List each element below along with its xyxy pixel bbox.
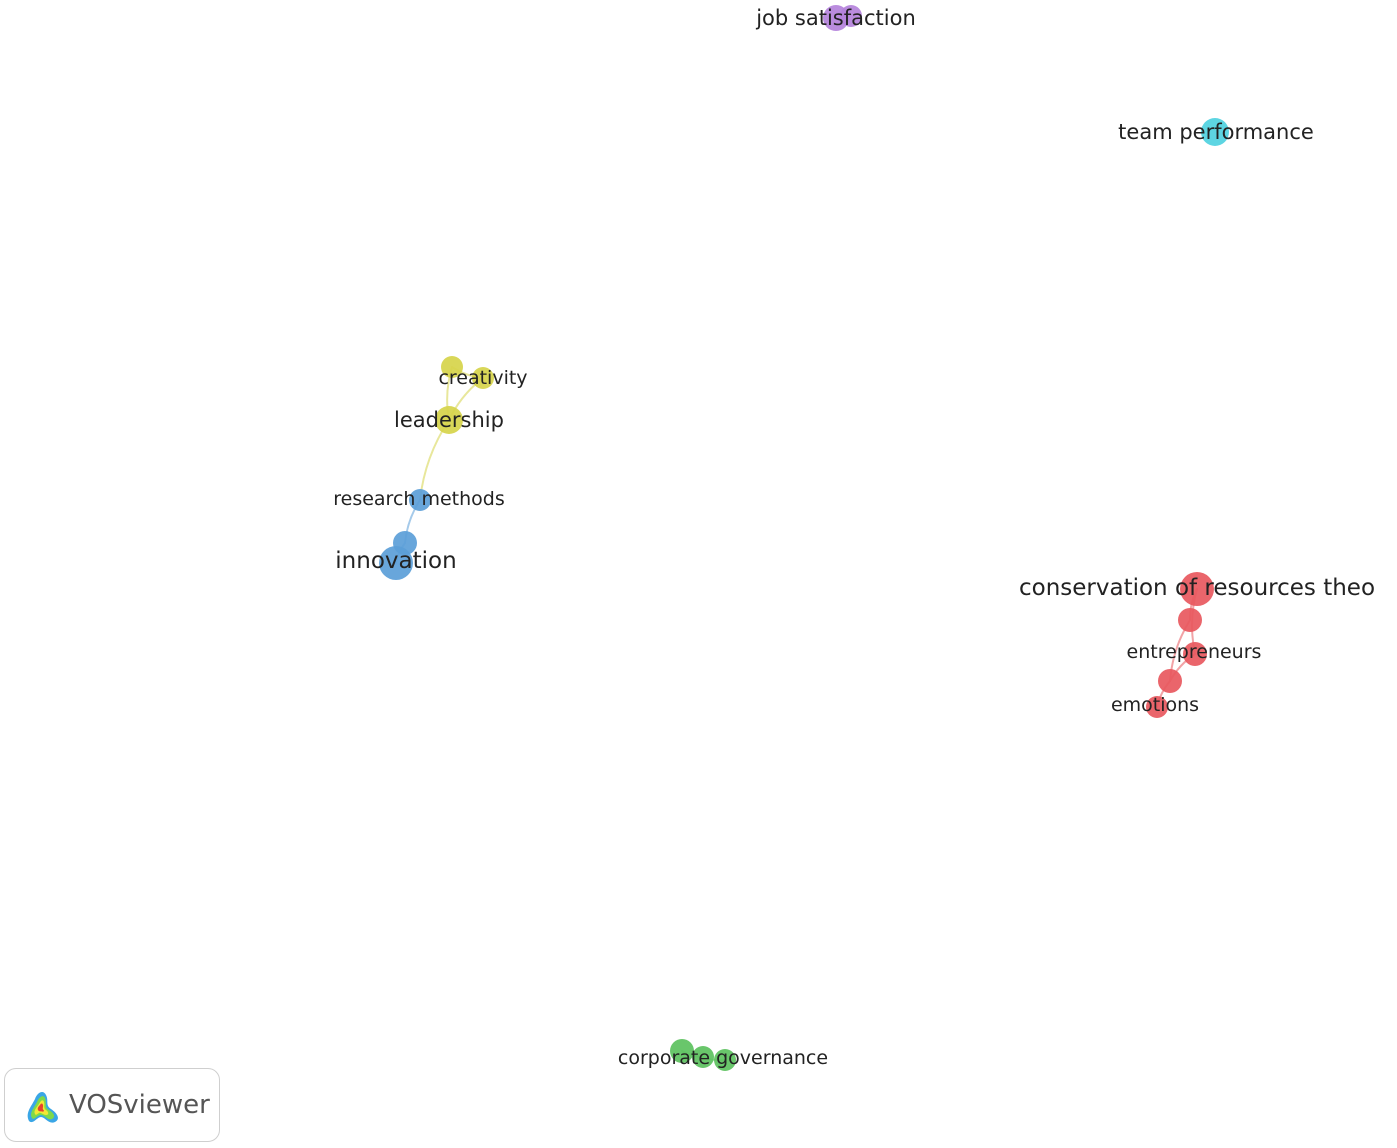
node-entrepreneurs[interactable] [1183,642,1207,666]
label-research-methods: research methods [333,488,505,510]
vosviewer-logo-icon [27,1092,58,1123]
node-innovation[interactable] [379,546,413,580]
node-team-performance[interactable] [1201,118,1229,146]
node-layer [379,5,1229,1071]
node-emotions[interactable] [1146,696,1168,718]
node-research-methods[interactable] [409,489,431,511]
edge-layer [395,366,1198,1062]
label-entrepreneurs: entrepreneurs [1127,641,1262,663]
label-conservation: conservation of resources theo [1019,575,1375,601]
node-red-4[interactable] [1158,669,1182,693]
label-leadership: leadership [394,408,504,432]
node-green-2[interactable] [692,1046,714,1068]
label-corporate-governance: corporate governance [618,1047,828,1069]
label-layer: job satisfaction team performance creativi… [333,6,1375,1069]
label-emotions: emotions [1111,694,1199,716]
label-job-satisfaction: job satisfaction [755,6,916,30]
vosviewer-logo-text: VOSviewer [69,1090,210,1120]
label-team-performance: team performance [1118,120,1314,144]
node-leadership[interactable] [435,406,463,434]
node-creativity[interactable] [472,367,494,389]
node-conservation[interactable] [1180,572,1214,606]
node-corporate-governance[interactable] [714,1049,736,1071]
node-green-1[interactable] [670,1039,694,1063]
node-job-satisfaction-2[interactable] [840,5,862,27]
label-innovation: innovation [335,548,456,574]
node-creativity-top[interactable] [441,356,463,378]
node-red-2[interactable] [1178,608,1202,632]
label-creativity: creativity [438,367,527,389]
vosviewer-logo-box: VOSviewer [4,1068,220,1142]
